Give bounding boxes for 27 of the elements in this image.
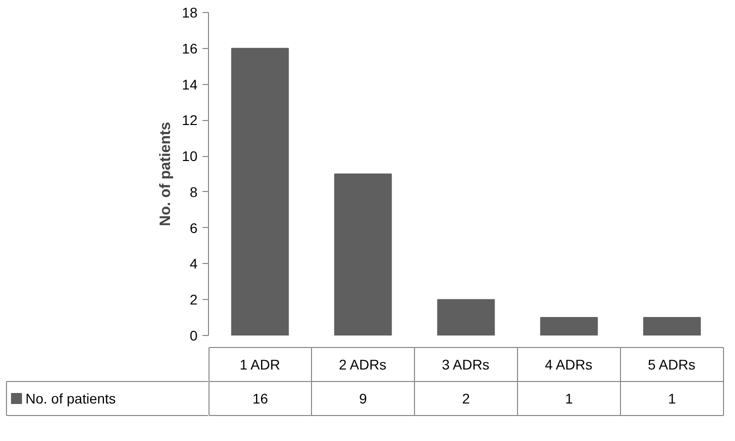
bar [643, 317, 701, 336]
data-label: 1 [565, 390, 574, 406]
y-tick-label: 16 [182, 40, 198, 56]
bar [231, 48, 289, 336]
bar [437, 299, 495, 336]
legend-label: No. of patients [26, 390, 116, 406]
x-tick-label: 5 ADRs [648, 356, 696, 372]
y-tick-label: 10 [182, 148, 198, 164]
data-label: 16 [252, 390, 268, 406]
x-tick-label: 1 ADR [240, 356, 280, 372]
y-tick-label: 12 [182, 112, 198, 128]
y-tick-label: 14 [182, 76, 198, 92]
data-label: 9 [359, 390, 368, 406]
x-tick-label: 2 ADRs [338, 356, 386, 372]
data-label: 2 [462, 390, 470, 406]
data-label: 1 [668, 390, 676, 406]
y-tick-label: 2 [190, 292, 198, 308]
x-tick-label: 4 ADRs [544, 356, 592, 372]
x-tick-label: 3 ADRs [442, 356, 490, 372]
bar [540, 317, 598, 336]
y-tick-label: 18 [182, 4, 198, 20]
y-tick-label: 0 [190, 328, 198, 344]
bar [334, 174, 392, 336]
y-tick-label: 4 [190, 256, 198, 272]
y-tick-label: 6 [190, 220, 198, 236]
y-axis-title: No. of patients [156, 122, 174, 226]
y-tick-label: 8 [190, 184, 198, 200]
